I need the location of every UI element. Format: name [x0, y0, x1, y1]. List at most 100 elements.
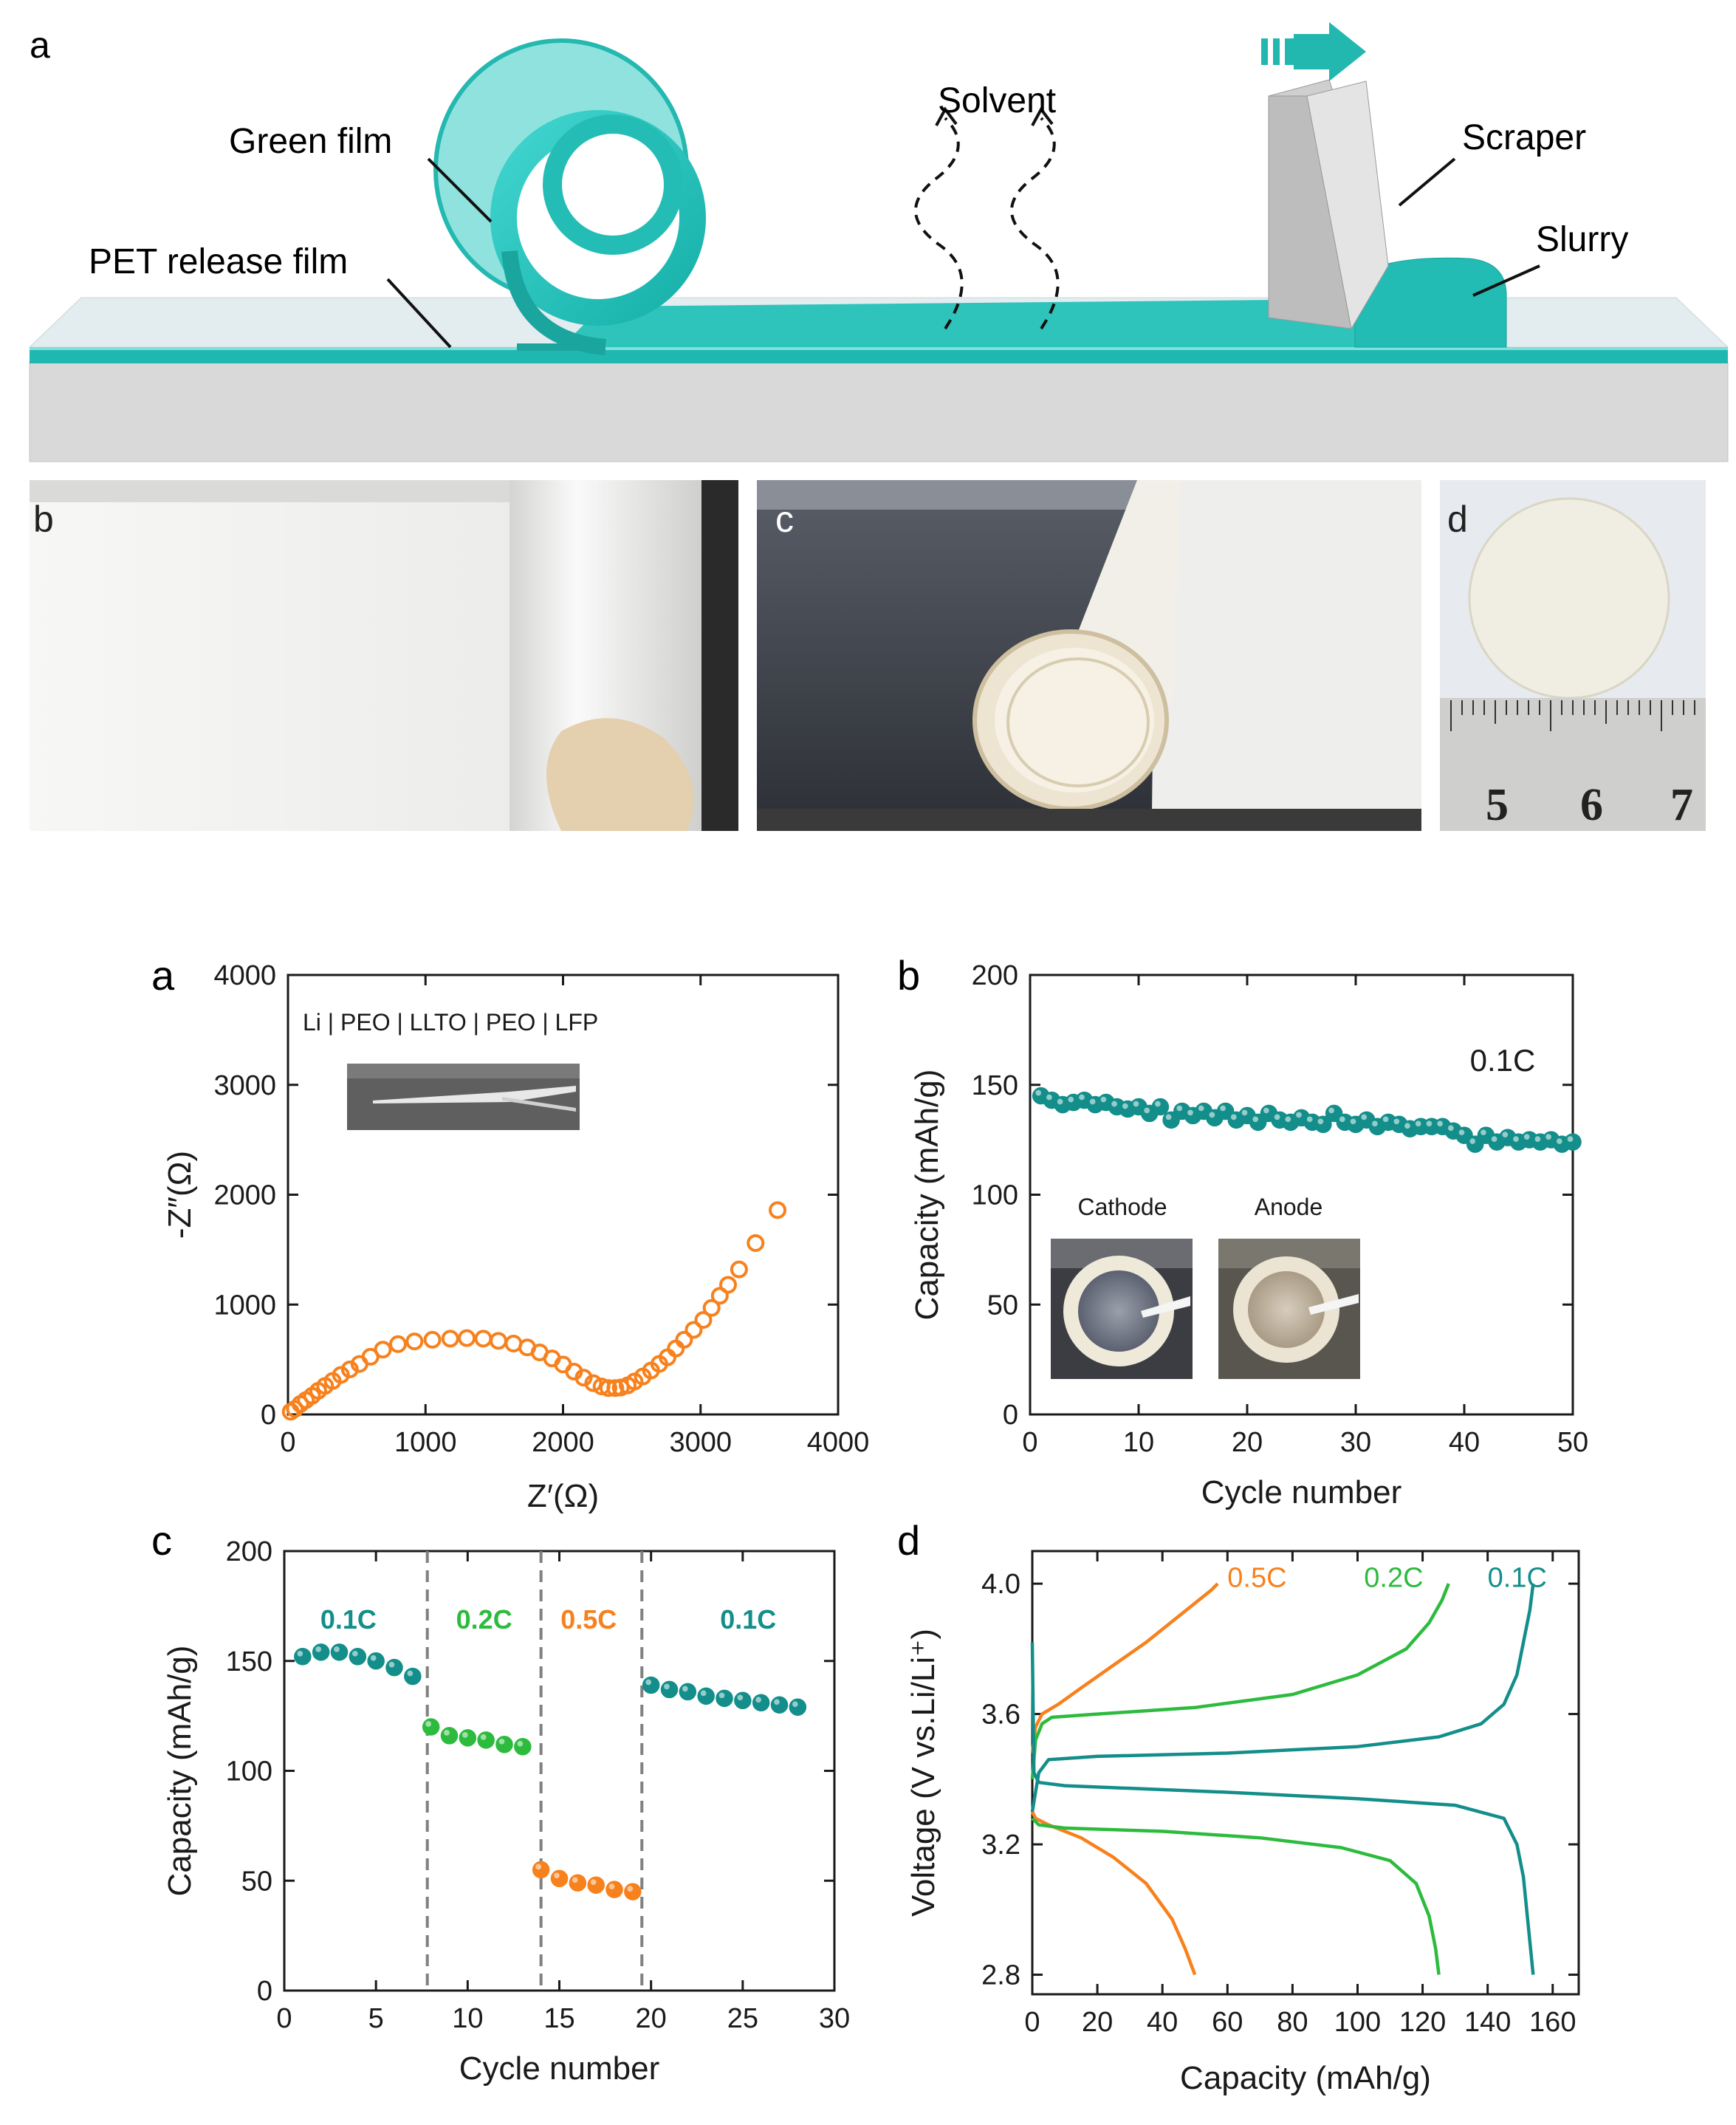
- chart-c-data-point: [312, 1643, 330, 1661]
- chart-d-y-tick-label: 2.8: [981, 1960, 1020, 1991]
- chart-a-data-point: [332, 1366, 350, 1384]
- chart-c-data-point: [550, 1869, 569, 1888]
- chart-c-data-point-shine: [370, 1655, 377, 1661]
- chart-a-data-point: [458, 1329, 476, 1347]
- chart-d-charge-curve: [1030, 1582, 1219, 1753]
- chart-a-data-point: [405, 1332, 424, 1351]
- photo-d: 5 6 7 d: [1440, 480, 1706, 831]
- chart-d-y-tick-label: 3.6: [981, 1700, 1020, 1731]
- chart-c-data-point: [385, 1658, 403, 1677]
- solvent-arrowhead-1: [935, 106, 958, 126]
- chart-b-data-point-shine: [1534, 1136, 1541, 1142]
- chart-c-data-point-shine: [535, 1864, 542, 1870]
- chart-d-voltage-profiles: 0 20 40 60 80 100 120 140 160 2.8 3.2 3.6 4.0 0.5C 0.2…: [905, 1550, 1580, 2096]
- panel-label-a-top: a: [30, 24, 50, 66]
- chart-c-data-point-shine: [774, 1699, 780, 1705]
- chart-c-data-point: [440, 1727, 459, 1745]
- chart-c-data-point: [734, 1691, 752, 1710]
- chart-c-data-point: [349, 1648, 367, 1666]
- chart-c-data-point: [697, 1687, 715, 1705]
- chart-c-y-tick-label: 100: [226, 1756, 272, 1787]
- chart-b-data-point-shine: [1404, 1123, 1410, 1129]
- chart-b-data-point-shine: [1046, 1094, 1052, 1101]
- chart-c-data-point: [330, 1643, 349, 1661]
- chart-c-data-point-shine: [498, 1738, 505, 1745]
- chart-c-data-point-shine: [425, 1721, 432, 1727]
- chart-b-data-point-shine: [1241, 1109, 1248, 1116]
- ruler-number-6: 6: [1580, 780, 1603, 830]
- chart-b-data-point-shine: [1350, 1118, 1356, 1125]
- ruler-number-5: 5: [1486, 780, 1509, 830]
- chart-b-x-axis-label: Cycle number: [1201, 1474, 1402, 1510]
- chart-b-data-point-shine: [1122, 1103, 1128, 1109]
- chart-c-data-point-shine: [388, 1661, 395, 1668]
- chart-a-y-tick-label: 2000: [213, 1180, 276, 1211]
- label-slurry: Slurry: [1536, 220, 1628, 259]
- chart-c-data-point-shine: [407, 1670, 414, 1677]
- chart-c-data-point-shine: [627, 1886, 634, 1892]
- panel-label-d-photo: d: [1447, 499, 1468, 540]
- chart-b-data-point-shine: [1458, 1129, 1465, 1136]
- chart-b-data-point-shine: [1089, 1098, 1096, 1105]
- chart-b-data-point-shine: [1296, 1112, 1302, 1118]
- chart-b-data-point-shine: [1230, 1114, 1237, 1120]
- chart-a-data-point: [599, 1379, 617, 1397]
- panel-label-c-chart: c: [151, 1517, 172, 1564]
- chart-a-x-tick-label: 3000: [669, 1427, 732, 1458]
- chart-b-data-point-shine: [1057, 1098, 1063, 1105]
- chart-d-x-axis-label: Capacity (mAh/g): [1180, 2060, 1431, 2096]
- label-green-film: Green film: [229, 122, 392, 161]
- chart-b-data-point-shine: [1165, 1114, 1172, 1120]
- chart-b-data-point-shine: [1155, 1101, 1161, 1107]
- chart-b-data-point: [1564, 1133, 1582, 1151]
- chart-c-rate: 0 5 10 15 20 25 30 0 50 100 150 200 0.1C 0.2C 0.5C 0.1C…: [162, 1536, 850, 2087]
- chart-b-inset-cathode-photo: [1051, 1239, 1193, 1379]
- label-scraper: Scraper: [1462, 118, 1586, 157]
- ruler-number-7: 7: [1670, 780, 1693, 830]
- chart-d-x-tick-label: 120: [1399, 2007, 1446, 2038]
- chart-b-data-point: [1151, 1098, 1170, 1116]
- chart-c-data-point-shine: [334, 1646, 340, 1652]
- chart-a-x-tick-label: 2000: [532, 1427, 594, 1458]
- chart-c-data-point-shine: [664, 1683, 670, 1690]
- chart-b-x-tick-label: 10: [1123, 1427, 1154, 1458]
- chart-b-x-tick-label: 40: [1449, 1427, 1480, 1458]
- chart-c-data-point-shine: [462, 1732, 468, 1738]
- ruler-ticks: [1450, 700, 1695, 731]
- chart-a-data-point: [719, 1276, 737, 1294]
- chart-c-data-point: [532, 1861, 550, 1879]
- film-highlight: [30, 347, 1728, 350]
- chart-c-y-tick-label: 150: [226, 1646, 272, 1677]
- arrow-right-icon: [1261, 22, 1366, 81]
- chart-b-data-point-shine: [1382, 1116, 1389, 1123]
- chart-b-data-point-shine: [1502, 1132, 1509, 1137]
- chart-c-data-point-shine: [718, 1692, 725, 1699]
- chart-c-data-point-shine: [700, 1690, 707, 1697]
- chart-b-data-point-shine: [1426, 1120, 1433, 1127]
- chart-b-data-point-shine: [1491, 1136, 1497, 1142]
- chart-b-data-point-shine: [1437, 1120, 1443, 1127]
- chart-b-data-point-shine: [1523, 1134, 1530, 1140]
- chart-d-plot-frame: [1031, 1550, 1580, 1996]
- chart-a-data-point: [474, 1330, 493, 1348]
- chart-d-x-tick-label: 140: [1464, 2007, 1511, 2038]
- chart-d-series-label: 0.5C: [1227, 1563, 1286, 1594]
- chart-b-data-point-shine: [1545, 1134, 1551, 1140]
- chart-c-data-point: [624, 1883, 642, 1900]
- chart-c-x-tick-label: 25: [727, 2003, 758, 2034]
- chart-c-y-tick-label: 200: [226, 1536, 272, 1567]
- chart-d-x-tick-label: 20: [1082, 2007, 1113, 2038]
- chart-c-data-point: [514, 1738, 532, 1756]
- chart-a-data-point: [694, 1311, 713, 1330]
- chart-c-segment-label: 0.1C: [320, 1604, 377, 1635]
- chart-d-x-tick-label: 100: [1334, 2007, 1381, 2038]
- chart-c-data-point-shine: [645, 1679, 652, 1686]
- chart-c-data-point: [752, 1694, 770, 1712]
- chart-a-y-axis-label: -Z″(Ω): [162, 1151, 198, 1239]
- chart-c-data-point: [642, 1676, 660, 1694]
- chart-b-data-point-shine: [1220, 1105, 1226, 1112]
- chart-a-x-tick-label: 1000: [394, 1427, 457, 1458]
- chart-a-data-point: [730, 1260, 748, 1279]
- chart-c-data-point: [660, 1680, 679, 1699]
- chart-b-data-point-shine: [1176, 1105, 1183, 1112]
